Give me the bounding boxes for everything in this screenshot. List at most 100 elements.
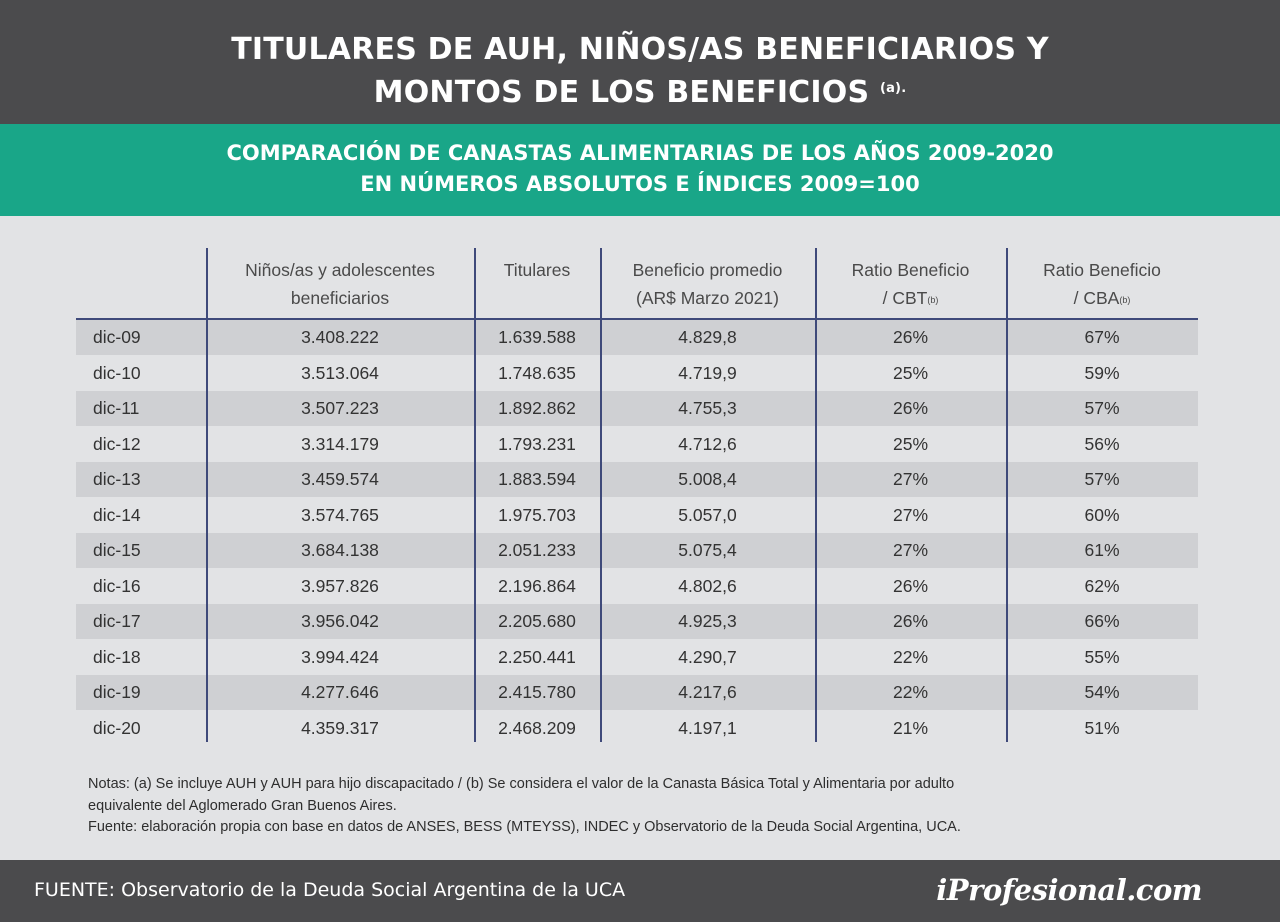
column-header-line2: / CBT(b) <box>815 284 1006 312</box>
column-header-line1: Ratio Beneficio <box>1043 260 1161 280</box>
notes-line2: equivalente del Aglomerado Gran Buenos A… <box>88 797 397 814</box>
table-cell: 1.793.231 <box>498 433 576 454</box>
table-cell: 2.205.680 <box>498 611 576 631</box>
column-header-5: Ratio Beneficio / CBA(b) <box>1006 256 1198 312</box>
table-cell: 4.712,6 <box>678 433 737 454</box>
table-cell: 4.755,3 <box>678 398 737 418</box>
source-line: Fuente: elaboración propia con base en d… <box>88 819 961 835</box>
column-header-line1: Beneficio promedio <box>632 260 783 280</box>
table-cell: 3.574.765 <box>301 504 379 525</box>
table-cell: 26% <box>892 327 929 347</box>
table-cell: 3.408.222 <box>301 327 379 347</box>
table-cell: 61% <box>1084 540 1120 560</box>
table-row: dic-16 3.957.826 2.196.864 4.802,6 26% 62% <box>76 569 1198 604</box>
footer-bar: FUENTE: Observatorio de la Deuda Social … <box>0 860 1280 922</box>
row-label: dic-20 <box>93 717 141 738</box>
table-cell: 3.513.064 <box>301 362 379 383</box>
row-label: dic-15 <box>93 540 141 560</box>
column-header-line2: (AR$ Marzo 2021) <box>600 284 815 312</box>
row-label: dic-18 <box>93 646 141 667</box>
column-divider <box>474 248 476 742</box>
table-cell: 2.250.441 <box>498 646 576 667</box>
table-cell: 4.277.646 <box>301 682 379 702</box>
table-cell: 4.829,8 <box>678 327 737 347</box>
table-header-row: Niños/as y adolescentes beneficiarios Titu… <box>76 248 1198 318</box>
table-cell: 1.639.588 <box>498 327 576 347</box>
row-label: dic-14 <box>93 504 141 525</box>
table-cell: 27% <box>892 540 929 560</box>
table-cell: 1.883.594 <box>498 469 576 489</box>
subtitle-band: COMPARACIÓN DE CANASTAS ALIMENTARIAS DE … <box>0 124 1280 216</box>
subtitle-line2: EN NÚMEROS ABSOLUTOS E ÍNDICES 2009=100 <box>360 172 920 196</box>
column-header-line2-text: (AR$ Marzo 2021) <box>636 288 779 308</box>
notes-block: Notas: (a) Se incluye AUH y AUH para hij… <box>88 774 1228 839</box>
table-cell: 26% <box>892 575 929 596</box>
table-cell: 4.359.317 <box>301 717 379 738</box>
table-cell: 60% <box>1084 504 1120 525</box>
column-header-line1: Titulares <box>503 260 571 280</box>
row-label: dic-13 <box>93 469 141 489</box>
table-cell: 22% <box>892 646 929 667</box>
row-label: dic-10 <box>93 362 141 383</box>
table-cell: 22% <box>892 682 929 702</box>
notes-line1: Notas: (a) Se incluye AUH y AUH para hij… <box>88 776 955 792</box>
table-cell: 3.684.138 <box>301 540 379 560</box>
page-title-line2-text: MONTOS DE LOS BENEFICIOS <box>373 75 870 110</box>
table-row: dic-20 4.359.317 2.468.209 4.197,1 21% 51% <box>76 711 1198 746</box>
row-label: dic-16 <box>93 575 141 596</box>
header-divider <box>76 318 1198 320</box>
table-row: dic-19 4.277.646 2.415.780 4.217,6 22% 54% <box>76 675 1198 710</box>
table-row: dic-09 3.408.222 1.639.588 4.829,8 26% 67% <box>76 320 1198 355</box>
table-cell: 1.892.862 <box>498 398 576 418</box>
row-label: dic-19 <box>93 682 141 702</box>
table-cell: 2.468.209 <box>498 717 576 738</box>
table-cell: 5.057,0 <box>678 504 737 525</box>
title-footnote-marker: (a). <box>879 81 907 96</box>
table-cell: 67% <box>1084 327 1120 347</box>
table-row: dic-13 3.459.574 1.883.594 5.008,4 27% 57% <box>76 462 1198 497</box>
table-cell: 26% <box>892 398 929 418</box>
table-cell: 56% <box>1084 433 1120 454</box>
table-cell: 25% <box>892 433 929 454</box>
column-header-line2-text: / CBA <box>1073 288 1120 308</box>
column-divider <box>815 248 817 742</box>
table-cell: 5.075,4 <box>678 540 737 560</box>
table-cell: 3.956.042 <box>301 611 379 631</box>
table-cell: 4.197,1 <box>678 717 737 738</box>
table-cell: 51% <box>1084 717 1120 738</box>
table-cell: 62% <box>1084 575 1120 596</box>
table-cell: 57% <box>1084 469 1120 489</box>
table-cell: 4.719,9 <box>678 362 737 383</box>
table-row: dic-12 3.314.179 1.793.231 4.712,6 25% 56% <box>76 427 1198 462</box>
column-divider <box>206 248 208 742</box>
table-row: dic-11 3.507.223 1.892.862 4.755,3 26% 57% <box>76 391 1198 426</box>
column-header-line1: Ratio Beneficio <box>851 260 970 280</box>
table-cell: 3.957.826 <box>301 575 379 596</box>
table-cell: 27% <box>892 469 929 489</box>
column-divider <box>600 248 602 742</box>
column-header-line2-text: beneficiarios <box>290 288 390 308</box>
table-cell: 1.748.635 <box>498 362 576 383</box>
table-cell: 2.415.780 <box>498 682 576 702</box>
row-label: dic-12 <box>93 433 141 454</box>
table-cell: 54% <box>1084 682 1120 702</box>
column-header-2: Titulares <box>474 256 600 284</box>
table-cell: 3.994.424 <box>301 646 379 667</box>
table-row: dic-10 3.513.064 1.748.635 4.719,9 25% 59% <box>76 356 1198 391</box>
page-title-line2: MONTOS DE LOS BENEFICIOS (a). <box>0 75 1280 110</box>
column-footnote-marker: (b) <box>927 295 939 305</box>
table-cell: 57% <box>1084 398 1120 418</box>
footer-source: FUENTE: Observatorio de la Deuda Social … <box>34 879 626 901</box>
table-row: dic-18 3.994.424 2.250.441 4.290,7 22% 55% <box>76 640 1198 675</box>
table-row: dic-15 3.684.138 2.051.233 5.075,4 27% 61% <box>76 533 1198 568</box>
table-cell: 2.051.233 <box>498 540 576 560</box>
table-cell: 5.008,4 <box>678 469 737 489</box>
table-cell: 4.925,3 <box>678 611 737 631</box>
table-cell: 26% <box>892 611 929 631</box>
row-label: dic-11 <box>93 398 140 418</box>
subtitle-line1: COMPARACIÓN DE CANASTAS ALIMENTARIAS DE … <box>226 141 1054 165</box>
column-header-3: Beneficio promedio (AR$ Marzo 2021) <box>600 256 815 312</box>
table-cell: 4.802,6 <box>678 575 737 596</box>
table-row: dic-14 3.574.765 1.975.703 5.057,0 27% 60% <box>76 498 1198 533</box>
column-footnote-marker: (b) <box>1119 295 1131 305</box>
